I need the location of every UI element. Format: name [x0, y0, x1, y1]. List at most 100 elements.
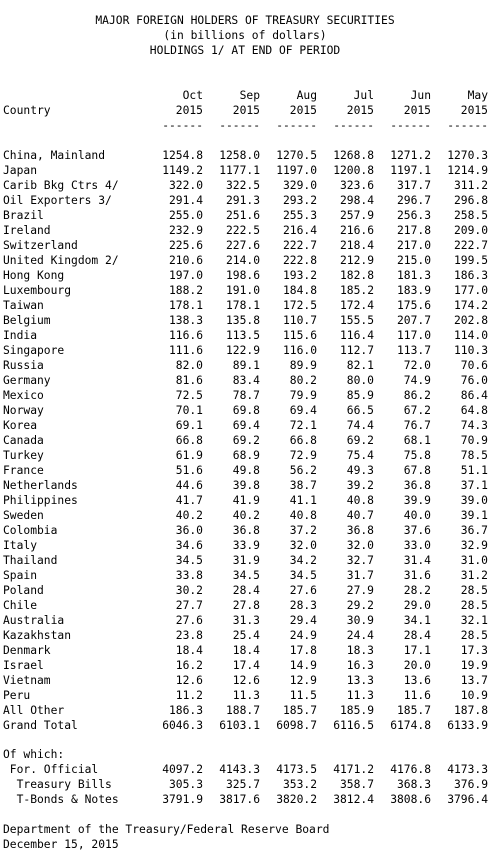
row-value: 34.5 — [232, 569, 260, 582]
row-value: 34.5 — [175, 554, 203, 567]
row-value: 232.9 — [168, 224, 203, 237]
row-value: 31.3 — [232, 614, 260, 627]
row-value: 376.9 — [453, 778, 488, 791]
row-value: 11.3 — [346, 689, 374, 702]
row-value: 29.2 — [346, 599, 374, 612]
column-underline: ------ — [390, 119, 431, 132]
row-value: 27.6 — [289, 584, 317, 597]
row-value: 4173.3 — [447, 763, 488, 776]
row-value: 56.2 — [289, 464, 317, 477]
row-value: 4171.2 — [333, 763, 374, 776]
row-country: Germany — [3, 374, 51, 387]
row-value: 70.9 — [460, 434, 488, 447]
row-value: 4097.2 — [162, 763, 203, 776]
row-value: 32.7 — [346, 554, 374, 567]
row-value: 18.3 — [346, 644, 374, 657]
row-country: Carib Bkg Ctrs 4/ — [3, 179, 119, 192]
row-value: 116.0 — [282, 344, 317, 357]
table-row: Treasury Bills 305.3 325.7 353.2 358.7 368.3 3… — [3, 777, 493, 792]
row-value: 115.6 — [282, 329, 317, 342]
column-month-row: Oct Sep Aug Jul Jun May — [3, 88, 493, 103]
row-value: 36.8 — [346, 524, 374, 537]
row-value: 20.0 — [403, 659, 431, 672]
column-underline: ------ — [447, 119, 488, 132]
column-underline-row: ------ ------ ------ ------ ------ -----… — [3, 118, 493, 133]
row-value: 10.9 — [460, 689, 488, 702]
row-value: 64.8 — [460, 404, 488, 417]
row-value: 39.2 — [346, 479, 374, 492]
row-value: 34.2 — [289, 554, 317, 567]
row-value: 75.8 — [403, 449, 431, 462]
table-row: Singapore 111.6 122.9 116.0 112.7 113.7 110.3 — [3, 343, 493, 358]
column-month-may: May — [467, 89, 488, 102]
row-value: 329.0 — [282, 179, 317, 192]
row-value: 172.5 — [282, 299, 317, 312]
row-value: 32.0 — [289, 539, 317, 552]
row-country: Mexico — [3, 389, 44, 402]
row-value: 30.9 — [346, 614, 374, 627]
row-value: 116.4 — [339, 329, 374, 342]
row-value: 83.4 — [232, 374, 260, 387]
row-country: Switzerland — [3, 239, 78, 252]
row-country: Norway — [3, 404, 44, 417]
row-value: 3820.2 — [276, 793, 317, 806]
row-value: 4176.8 — [390, 763, 431, 776]
row-value: 258.5 — [453, 209, 488, 222]
row-value: 37.6 — [403, 524, 431, 537]
row-value: 67.2 — [403, 404, 431, 417]
table-row: Italy 34.6 33.9 32.0 32.0 33.0 32.9 — [3, 538, 493, 553]
row-value: 13.6 — [403, 674, 431, 687]
table-row: Netherlands 44.6 39.8 38.7 39.2 36.8 37.1 — [3, 478, 493, 493]
row-value: 69.2 — [232, 434, 260, 447]
row-value: 69.1 — [175, 419, 203, 432]
row-country: Poland — [3, 584, 44, 597]
row-value: 36.0 — [175, 524, 203, 537]
table-row: Grand Total 6046.3 6103.1 6098.7 6116.5 6174.… — [3, 718, 493, 733]
row-value: 39.0 — [460, 494, 488, 507]
row-value: 28.3 — [289, 599, 317, 612]
row-value: 38.7 — [289, 479, 317, 492]
row-value: 78.7 — [232, 389, 260, 402]
row-value: 17.4 — [232, 659, 260, 672]
row-value: 251.6 — [225, 209, 260, 222]
row-value: 114.0 — [453, 329, 488, 342]
table-row: For. Official 4097.2 4143.3 4173.5 4171.2 417… — [3, 762, 493, 777]
row-value: 51.6 — [175, 464, 203, 477]
row-value: 68.1 — [403, 434, 431, 447]
row-value: 1270.5 — [276, 149, 317, 162]
row-value: 1270.3 — [447, 149, 488, 162]
row-value: 6046.3 — [162, 719, 203, 732]
table-row: T-Bonds & Notes 3791.9 3817.6 3820.2 3812.4 3… — [3, 792, 493, 807]
row-value: 1200.8 — [333, 164, 374, 177]
row-value: 353.2 — [282, 778, 317, 791]
row-country: Grand Total — [3, 719, 78, 732]
row-value: 19.9 — [460, 659, 488, 672]
row-value: 61.9 — [175, 449, 203, 462]
row-value: 197.0 — [168, 269, 203, 282]
row-country: Spain — [3, 569, 38, 582]
row-value: 76.0 — [460, 374, 488, 387]
row-value: 298.4 — [339, 194, 374, 207]
row-value: 317.7 — [396, 179, 431, 192]
row-value: 31.6 — [403, 569, 431, 582]
row-value: 69.4 — [289, 404, 317, 417]
table-row: India 116.6 113.5 115.6 116.4 117.0 114.0 — [3, 328, 493, 343]
row-value: 17.3 — [460, 644, 488, 657]
table-row: Denmark 18.4 18.4 17.8 18.3 17.1 17.3 — [3, 643, 493, 658]
row-value: 175.6 — [396, 299, 431, 312]
row-value: 28.5 — [460, 629, 488, 642]
row-value: 40.0 — [403, 509, 431, 522]
row-value: 80.2 — [289, 374, 317, 387]
row-country: Philippines — [3, 494, 78, 507]
column-underline: ------ — [219, 119, 260, 132]
row-value: 113.5 — [225, 329, 260, 342]
row-value: 110.7 — [282, 314, 317, 327]
row-value: 207.7 — [396, 314, 431, 327]
row-value: 27.9 — [346, 584, 374, 597]
row-value: 113.7 — [396, 344, 431, 357]
table-row: Korea 69.1 69.4 72.1 74.4 76.7 74.3 — [3, 418, 493, 433]
row-value: 28.4 — [403, 629, 431, 642]
row-country: Luxembourg — [3, 284, 72, 297]
row-country: Vietnam — [3, 674, 51, 687]
row-value: 198.6 — [225, 269, 260, 282]
